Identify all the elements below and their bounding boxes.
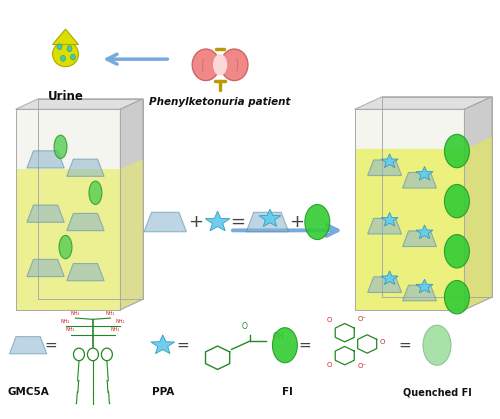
- Ellipse shape: [444, 280, 469, 314]
- Polygon shape: [27, 151, 64, 168]
- Polygon shape: [27, 259, 64, 277]
- Polygon shape: [382, 97, 492, 297]
- Polygon shape: [144, 212, 186, 232]
- Polygon shape: [151, 335, 174, 354]
- Ellipse shape: [52, 41, 78, 67]
- Polygon shape: [67, 213, 104, 230]
- Polygon shape: [381, 212, 398, 226]
- Text: O: O: [327, 362, 332, 368]
- Polygon shape: [416, 166, 433, 180]
- Polygon shape: [381, 154, 398, 168]
- Text: Fl: Fl: [282, 388, 293, 398]
- Polygon shape: [67, 264, 104, 281]
- Polygon shape: [368, 160, 402, 176]
- Polygon shape: [259, 209, 281, 226]
- Ellipse shape: [192, 49, 220, 80]
- Polygon shape: [120, 99, 143, 310]
- Text: O: O: [380, 339, 385, 345]
- Polygon shape: [464, 97, 492, 310]
- Text: NH₂: NH₂: [66, 327, 75, 332]
- Text: O: O: [327, 317, 332, 323]
- Text: =: =: [398, 338, 411, 353]
- Text: Urine: Urine: [48, 91, 84, 103]
- Text: NH₂: NH₂: [106, 311, 115, 316]
- Text: =: =: [298, 338, 311, 353]
- Ellipse shape: [444, 235, 469, 268]
- Polygon shape: [382, 137, 492, 297]
- Polygon shape: [27, 205, 64, 222]
- Text: Quenched Fl: Quenched Fl: [402, 388, 471, 398]
- Ellipse shape: [59, 235, 72, 259]
- Text: O⁻: O⁻: [358, 363, 367, 369]
- Ellipse shape: [305, 204, 330, 240]
- Polygon shape: [368, 277, 402, 292]
- Polygon shape: [67, 159, 104, 176]
- Ellipse shape: [272, 328, 297, 363]
- Polygon shape: [38, 99, 143, 299]
- Polygon shape: [464, 137, 492, 310]
- Polygon shape: [120, 159, 143, 310]
- Text: =: =: [176, 338, 189, 353]
- Text: O: O: [242, 322, 248, 331]
- Polygon shape: [354, 97, 492, 109]
- Text: PPA: PPA: [152, 388, 174, 398]
- Ellipse shape: [220, 49, 248, 80]
- Text: +: +: [188, 213, 202, 231]
- Text: NH₂: NH₂: [71, 311, 80, 316]
- Text: O⁻: O⁻: [358, 316, 367, 322]
- Polygon shape: [10, 336, 47, 354]
- Text: =: =: [230, 213, 245, 231]
- Polygon shape: [368, 218, 402, 234]
- Ellipse shape: [70, 54, 76, 60]
- Text: NH₂: NH₂: [61, 319, 70, 324]
- Text: GMC5A: GMC5A: [7, 388, 49, 398]
- Polygon shape: [416, 225, 433, 238]
- Polygon shape: [416, 279, 433, 293]
- Text: =: =: [44, 338, 57, 353]
- Polygon shape: [402, 231, 436, 246]
- Text: Phenylketonuria patient: Phenylketonuria patient: [150, 97, 291, 107]
- Ellipse shape: [213, 54, 227, 76]
- Ellipse shape: [444, 134, 469, 168]
- Ellipse shape: [57, 44, 62, 49]
- Polygon shape: [354, 149, 465, 310]
- Ellipse shape: [89, 181, 102, 204]
- Text: OH: OH: [272, 332, 284, 341]
- Text: NH₂: NH₂: [116, 319, 125, 324]
- Ellipse shape: [54, 135, 67, 158]
- Text: +: +: [289, 213, 304, 231]
- Polygon shape: [16, 99, 143, 109]
- Polygon shape: [38, 159, 143, 299]
- Text: NH₂: NH₂: [110, 327, 120, 332]
- Ellipse shape: [60, 55, 66, 61]
- Polygon shape: [246, 212, 288, 232]
- Ellipse shape: [67, 46, 72, 52]
- Ellipse shape: [423, 325, 451, 365]
- Polygon shape: [206, 211, 230, 231]
- Ellipse shape: [444, 184, 469, 218]
- Polygon shape: [402, 285, 436, 301]
- Polygon shape: [402, 173, 436, 188]
- Polygon shape: [52, 29, 78, 44]
- Polygon shape: [354, 109, 465, 310]
- Polygon shape: [16, 169, 120, 310]
- Polygon shape: [16, 109, 120, 310]
- Polygon shape: [381, 271, 398, 285]
